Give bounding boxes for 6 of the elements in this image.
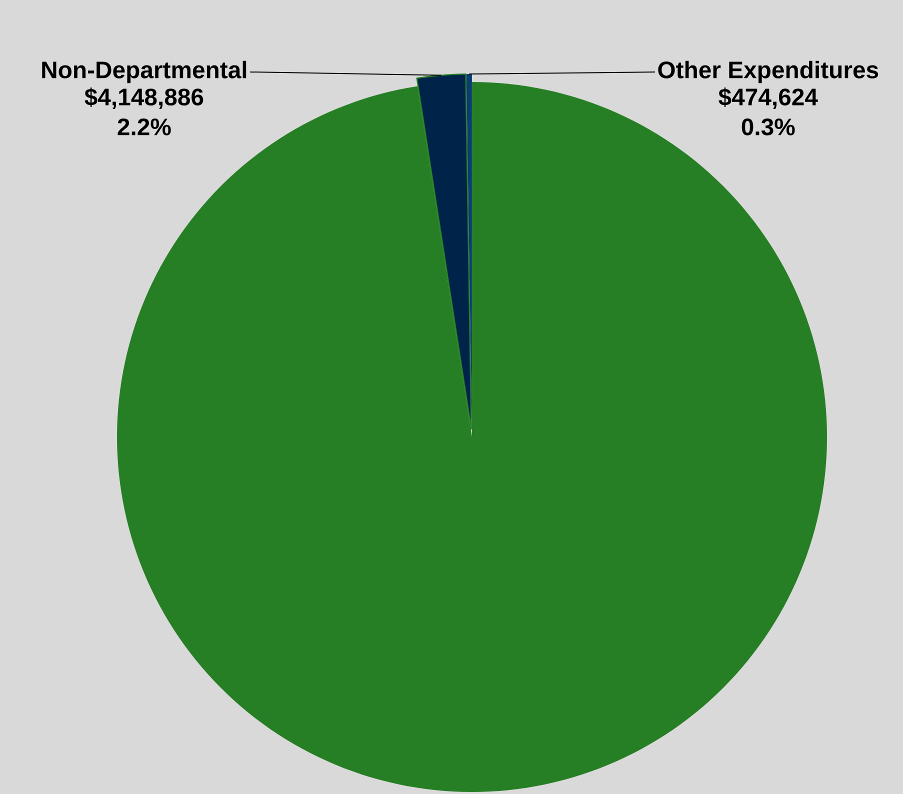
data-label: $4,148,886 [84, 88, 204, 109]
data-label: $474,624 [718, 88, 818, 109]
slice-label: Non-Departmental [42, 60, 246, 84]
slice-label: Other Expenditures [658, 60, 878, 84]
text: 0.3% [742, 118, 795, 136]
text: 2.2% [118, 118, 171, 136]
